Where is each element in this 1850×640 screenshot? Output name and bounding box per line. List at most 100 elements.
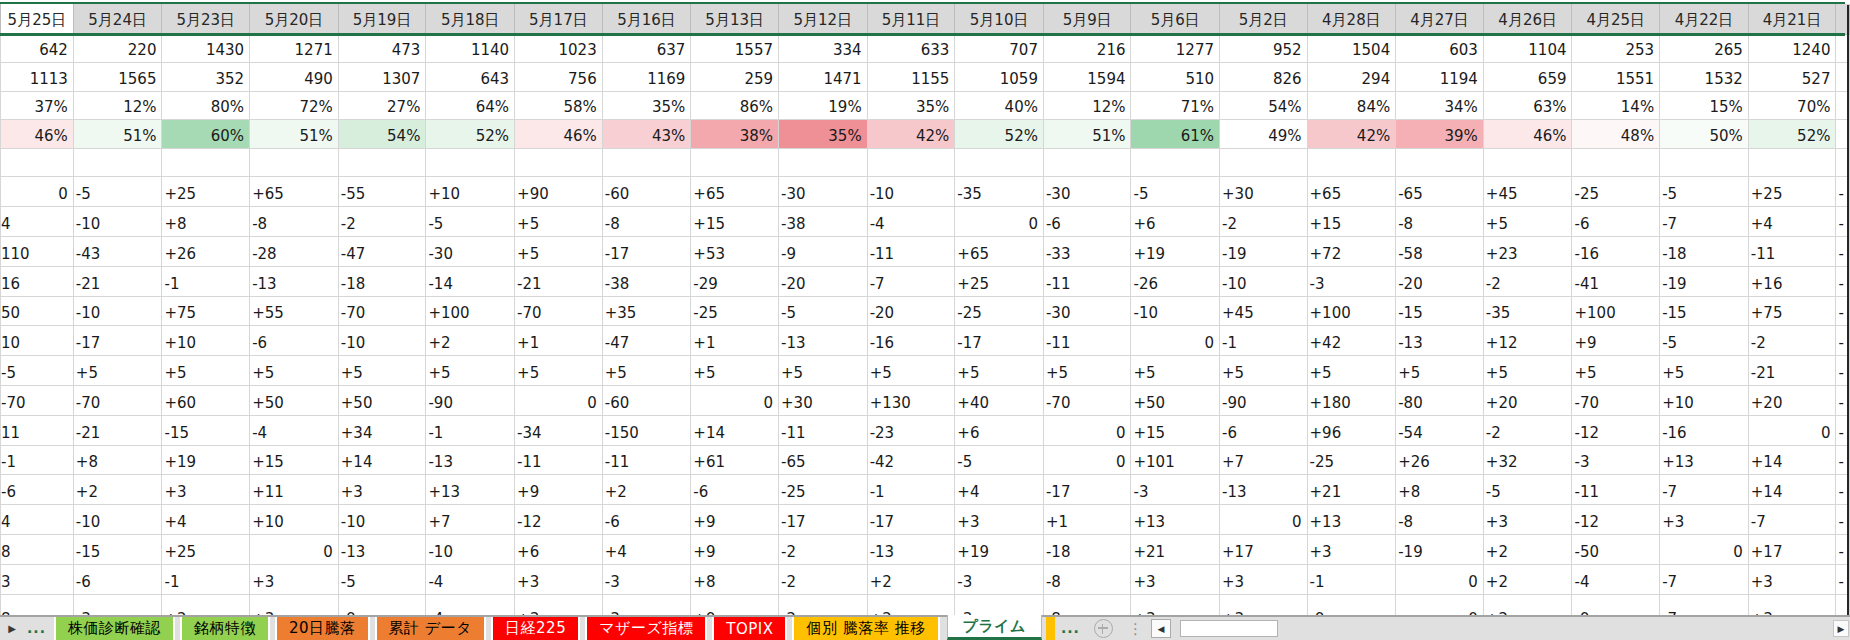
grid-cell[interactable]: -1	[1307, 564, 1396, 594]
grid-cell[interactable]: +13	[1660, 445, 1749, 475]
grid-cell[interactable]: 54%	[1220, 91, 1308, 120]
grid-cell[interactable]: -13	[779, 326, 868, 356]
grid-cell[interactable]: +45	[1220, 296, 1308, 326]
grid-cell[interactable]: -17	[602, 237, 691, 267]
grid-cell[interactable]	[1220, 148, 1308, 177]
grid-cell[interactable]: -7	[1660, 475, 1749, 505]
grid-cell[interactable]: -1	[426, 415, 515, 445]
grid-cell[interactable]: +4	[1748, 207, 1836, 237]
grid-cell[interactable]: -10	[867, 177, 955, 207]
grid-cell[interactable]: 1240	[1748, 34, 1836, 63]
grid-cell[interactable]: +55	[250, 296, 339, 326]
grid-cell[interactable]: +2	[602, 475, 691, 505]
grid-cell[interactable]: +40	[955, 386, 1044, 416]
sheet-tab-累計 データ[interactable]: 累計 データ	[377, 617, 484, 640]
grid-cell[interactable]: +2	[1483, 594, 1572, 615]
grid-cell[interactable]: -7	[867, 266, 955, 296]
grid-cell[interactable]: -8	[1043, 564, 1131, 594]
grid-cell[interactable]: -41	[1572, 266, 1660, 296]
grid-cell[interactable]: +9	[691, 535, 779, 565]
grid-cell[interactable]: +7	[426, 505, 515, 535]
grid-cell[interactable]: -50	[1572, 535, 1660, 565]
grid-cell[interactable]: 48%	[1572, 120, 1660, 149]
grid-cell[interactable]: -11	[1043, 326, 1131, 356]
grid-cell[interactable]: 1307	[338, 63, 426, 92]
grid-cell[interactable]: +20	[1483, 386, 1572, 416]
grid-cell[interactable]: +3	[1307, 535, 1396, 565]
grid-cell[interactable]: 1271	[250, 34, 339, 63]
grid-cell[interactable]: 19%	[779, 91, 868, 120]
grid-cell[interactable]: -30	[426, 237, 515, 267]
grid-cell[interactable]: +17	[1220, 535, 1308, 565]
grid-cell[interactable]: +3	[250, 594, 339, 615]
grid-cell[interactable]: +8	[162, 207, 250, 237]
grid-cell[interactable]: +5	[515, 237, 603, 267]
grid-cell[interactable]: +14	[691, 415, 779, 445]
column-header-5月12日[interactable]: 5月12日	[779, 4, 868, 34]
grid-cell[interactable]: +5	[515, 207, 603, 237]
grid-cell[interactable]: +5	[779, 356, 868, 386]
grid-cell[interactable]: -54	[1396, 415, 1484, 445]
column-header-4月21日[interactable]: 4月21日	[1748, 4, 1836, 34]
grid-cell[interactable]: 1059	[955, 63, 1044, 92]
grid-cell[interactable]: +101	[1131, 445, 1220, 475]
grid-cell[interactable]: -10	[338, 326, 426, 356]
grid-cell[interactable]: -23	[867, 415, 955, 445]
grid-cell[interactable]: +3	[515, 564, 603, 594]
grid-cell[interactable]	[1131, 148, 1220, 177]
grid-cell[interactable]	[779, 148, 868, 177]
column-header-5月13日[interactable]: 5月13日	[691, 4, 779, 34]
grid-cell[interactable]: 38%	[691, 120, 779, 149]
add-sheet-icon[interactable]	[1094, 619, 1113, 638]
horizontal-scrollbar[interactable]: ▶	[1175, 619, 1850, 638]
grid-cell[interactable]: 0	[1396, 564, 1484, 594]
grid-cell[interactable]: 527	[1748, 63, 1836, 92]
grid-cell[interactable]: +65	[955, 237, 1044, 267]
column-header-5月17日[interactable]: 5月17日	[515, 4, 603, 34]
grid-cell[interactable]: -7	[1660, 564, 1749, 594]
grid-cell[interactable]: +10	[250, 505, 339, 535]
grid-cell[interactable]: 1430	[162, 34, 250, 63]
grid-cell[interactable]	[867, 148, 955, 177]
grid-cell[interactable]: +30	[779, 386, 868, 416]
grid-cell[interactable]: +3	[1748, 594, 1836, 615]
grid-cell[interactable]: -8	[250, 207, 339, 237]
grid-cell[interactable]: 11	[1, 415, 74, 445]
grid-cell[interactable]: +26	[162, 237, 250, 267]
grid-cell[interactable]: -3	[602, 594, 691, 615]
grid-cell[interactable]: +3	[955, 505, 1044, 535]
grid-cell[interactable]: -2	[779, 535, 868, 565]
grid-cell[interactable]: -35	[955, 177, 1044, 207]
grid-cell[interactable]: 50	[1, 296, 74, 326]
grid-cell[interactable]: -38	[602, 266, 691, 296]
sheet-tab-株価診断確認[interactable]: 株価診断確認	[56, 617, 173, 640]
grid-cell[interactable]: -6	[1043, 207, 1131, 237]
column-header-5月11日[interactable]: 5月11日	[867, 4, 955, 34]
grid-cell[interactable]: -21	[73, 415, 162, 445]
grid-cell[interactable]: +5	[1307, 356, 1396, 386]
grid-cell[interactable]: +5	[515, 356, 603, 386]
grid-cell[interactable]: -6	[1220, 415, 1308, 445]
grid-cell[interactable]: -1	[162, 564, 250, 594]
grid-cell[interactable]: +60	[162, 386, 250, 416]
grid-cell[interactable]: +5	[1396, 356, 1484, 386]
grid-cell[interactable]: 52%	[426, 120, 515, 149]
grid-cell[interactable]: 35%	[779, 120, 868, 149]
grid-cell[interactable]: 35%	[867, 91, 955, 120]
grid-cell[interactable]: +15	[691, 207, 779, 237]
grid-cell[interactable]: -4	[426, 594, 515, 615]
grid-cell[interactable]: -12	[1572, 415, 1660, 445]
grid-cell[interactable]: 3	[1, 564, 74, 594]
grid-cell[interactable]: -2	[1483, 266, 1572, 296]
column-header-5月24日[interactable]: 5月24日	[73, 4, 162, 34]
grid-cell[interactable]: -30	[779, 177, 868, 207]
grid-cell[interactable]: -17	[955, 326, 1044, 356]
grid-cell[interactable]: +3	[1220, 564, 1308, 594]
grid-cell[interactable]: -11	[1748, 237, 1836, 267]
grid-cell[interactable]: -25	[1307, 445, 1396, 475]
grid-cell[interactable]: 0	[1220, 505, 1308, 535]
grid-cell[interactable]: 58%	[515, 91, 603, 120]
grid-cell[interactable]: -10	[338, 505, 426, 535]
grid-cell[interactable]: 54%	[338, 120, 426, 149]
grid-cell[interactable]: 37%	[1, 91, 74, 120]
